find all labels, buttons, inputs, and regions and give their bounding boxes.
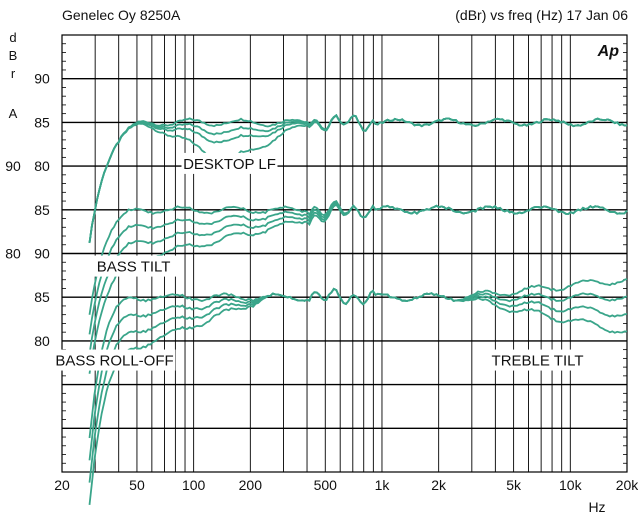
- x-tick-label: 200: [239, 477, 263, 493]
- curve-group-label: DESKTOP LF: [183, 156, 276, 173]
- x-tick-label: 50: [129, 477, 145, 493]
- y-tick-label: 85: [34, 114, 50, 130]
- curve-group-label: TREBLE TILT: [492, 353, 584, 370]
- y-axis-label-letter: A: [9, 106, 18, 121]
- x-tick-label: 10k: [559, 477, 583, 493]
- y-tick-label: 85: [34, 202, 50, 218]
- x-tick-label: 5k: [506, 477, 522, 493]
- curve-group-label-background: [89, 255, 178, 277]
- x-tick-label: 500: [314, 477, 338, 493]
- chart-title-right: (dBr) vs freq (Hz) 17 Jan 06: [455, 7, 628, 23]
- y-axis-label-letter: B: [9, 48, 18, 63]
- x-tick-label: 100: [182, 477, 206, 493]
- y-tick-label: 80: [34, 333, 50, 349]
- y-tick-label: 90: [34, 71, 50, 87]
- y-tick-label: 85: [34, 289, 50, 305]
- x-tick-label: 1k: [375, 477, 391, 493]
- y-tick-label: 80: [5, 246, 21, 262]
- curve-group-label-background: [53, 349, 176, 371]
- y-tick-label: 90: [5, 158, 21, 174]
- chart-title-left: Genelec Oy 8250A: [62, 7, 181, 23]
- x-tick-label: 2k: [431, 477, 447, 493]
- curve-group-label-background: [485, 349, 590, 371]
- x-tick-label: 20: [54, 477, 70, 493]
- x-axis-label: Hz: [588, 499, 605, 515]
- response-curve: [88, 203, 628, 374]
- y-axis-label-letter: r: [11, 66, 16, 81]
- y-tick-label: 90: [34, 246, 50, 262]
- response-curve: [88, 287, 628, 483]
- curve-group-label: BASS ROLL-OFF: [55, 353, 173, 370]
- x-tick-label: 20k: [616, 477, 638, 493]
- ap-logo: Ap: [597, 43, 620, 60]
- response-curve: [88, 114, 628, 244]
- response-curve: [88, 287, 628, 505]
- y-tick-label: 80: [34, 158, 50, 174]
- y-axis-label-letter: d: [9, 30, 16, 45]
- curve-group-label: BASS TILT: [97, 259, 171, 276]
- curve-group-label-background: [181, 152, 278, 174]
